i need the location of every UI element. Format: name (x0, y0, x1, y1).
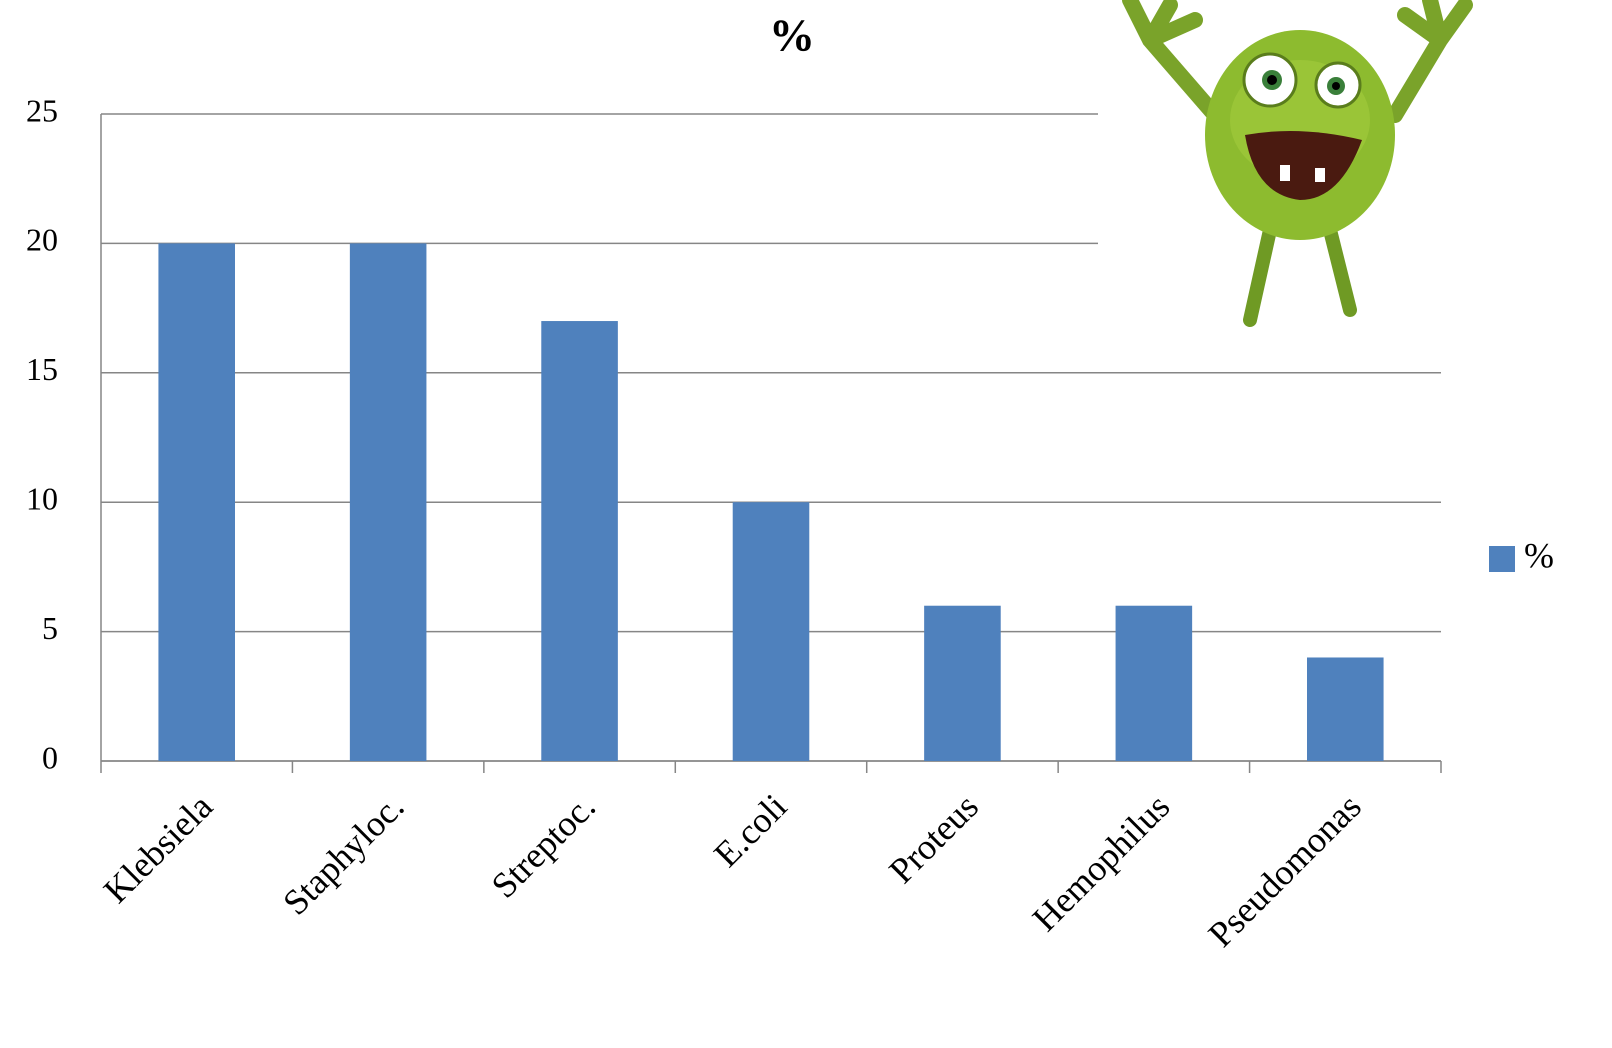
bar (1115, 605, 1193, 761)
y-tick-label: 0 (42, 739, 58, 775)
bar (1307, 657, 1384, 761)
legend-swatch (1489, 546, 1515, 572)
x-tick-label: Staphyloc. (275, 786, 411, 922)
x-tick-label: Proteus (881, 786, 986, 891)
y-tick-label: 5 (42, 610, 58, 646)
x-tick-label: Streptoc. (484, 786, 603, 905)
x-tick-label: Pseudomonas (1200, 786, 1368, 954)
y-tick-label: 10 (26, 481, 58, 517)
x-tick-label: Hemophilus (1025, 786, 1178, 939)
bar (349, 243, 427, 761)
bar (541, 321, 618, 761)
chart-title: % (769, 10, 815, 61)
bar (924, 605, 1001, 761)
y-tick-label: 20 (26, 222, 58, 258)
x-tick-label: E.coli (706, 786, 794, 874)
y-tick-label: 25 (26, 92, 58, 128)
bar (158, 243, 235, 761)
germ-illustration (1098, 0, 1510, 345)
x-tick-label: Klebsiela (96, 786, 220, 910)
y-tick-label: 15 (26, 351, 58, 387)
legend-label: % (1524, 535, 1554, 575)
bar (732, 502, 810, 761)
